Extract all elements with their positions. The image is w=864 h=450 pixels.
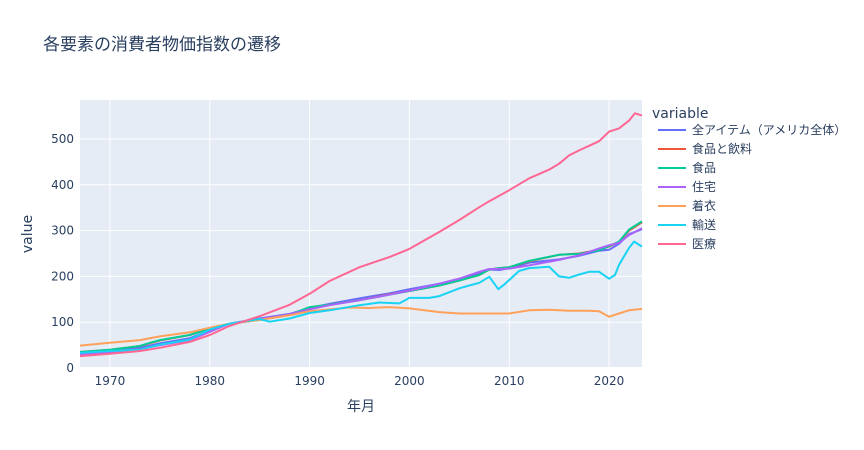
y-tick-label: 500 (51, 132, 74, 146)
x-gridlines (109, 100, 610, 368)
y-tick-label: 0 (66, 361, 74, 375)
x-tick-label: 2010 (494, 374, 525, 388)
series-lines (79, 112, 643, 358)
legend-label[interactable]: 住宅 (692, 179, 716, 194)
y-tick-label: 200 (51, 269, 74, 283)
legend-label[interactable]: 食品と飲料 (692, 141, 752, 156)
legend-label[interactable]: 着衣 (692, 198, 716, 213)
x-tick-label: 1990 (294, 374, 325, 388)
legend-label[interactable]: 輸送 (692, 217, 716, 232)
x-axis-title: 年月 (347, 399, 375, 415)
x-tick-label: 2000 (394, 374, 425, 388)
y-axis-title: value (20, 215, 36, 253)
x-tick-labels: 1970 1980 1990 2000 2010 2020 (95, 374, 625, 388)
chart-title: 各要素の消費者物価指数の遷移 (43, 35, 281, 55)
x-tick-label: 1970 (95, 374, 126, 388)
legend-label[interactable]: 食品 (692, 160, 716, 175)
plot-background (80, 100, 642, 368)
y-tick-label: 400 (51, 178, 74, 192)
y-tick-label: 100 (51, 315, 74, 329)
series-line-3 (79, 227, 643, 356)
legend-label[interactable]: 全アイテム（アメリカ全体） (692, 122, 846, 137)
legend-label[interactable]: 医療 (692, 237, 716, 251)
x-tick-label: 1980 (194, 374, 225, 388)
y-gridlines (80, 138, 642, 369)
x-tick-label: 2020 (594, 374, 625, 388)
y-tick-label: 300 (51, 224, 74, 238)
series-line-4 (79, 306, 643, 347)
series-line-6 (79, 112, 643, 358)
legend-title: variable (652, 106, 708, 122)
y-tick-labels: 0 100 200 300 400 500 (51, 132, 74, 375)
